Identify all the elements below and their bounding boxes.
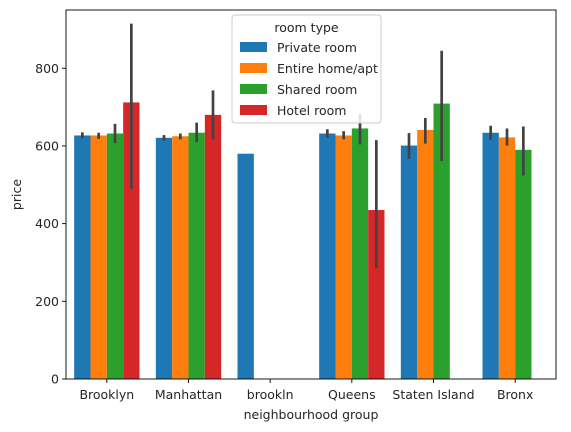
legend-swatch-3: [240, 105, 267, 115]
y-axis-label: price: [9, 179, 24, 210]
legend-entry-2: Shared room: [277, 82, 357, 97]
x-tick-label-2: brookln: [247, 387, 294, 402]
bars-layer: [74, 102, 532, 380]
x-axis-label: neighbourhood group: [244, 407, 379, 422]
bar-1-3: [335, 135, 352, 379]
legend-swatch-1: [240, 63, 267, 73]
error-bars-layer: [80, 23, 525, 269]
legend-entry-0: Private room: [277, 40, 357, 55]
y-tick-label-2: 400: [35, 216, 59, 231]
bar-2-4: [433, 103, 450, 380]
bar-0-1: [155, 137, 173, 379]
legend-swatch-2: [240, 84, 267, 94]
y-tick-label-3: 600: [35, 138, 59, 153]
bar-0-3: [319, 133, 336, 379]
x-tick-label-5: Bronx: [497, 387, 533, 402]
bar-3-3: [368, 210, 385, 379]
x-tick-label-4: Staten Island: [392, 387, 474, 402]
legend: room type Private room Entire home/apt Sha…: [231, 14, 382, 124]
legend-swatch-0: [240, 42, 267, 52]
x-tick-label-0: Brooklyn: [79, 387, 134, 402]
bar-0-5: [482, 132, 499, 379]
y-axis: 0 200 400 600 800: [35, 61, 66, 387]
bar-0-4: [400, 145, 418, 379]
x-tick-label-3: Queens: [328, 387, 376, 402]
legend-title: room type: [274, 20, 339, 35]
y-tick-label-0: 0: [51, 372, 59, 387]
bar-0-2: [237, 153, 254, 379]
bar-2-3: [351, 128, 369, 379]
legend-entry-3: Hotel room: [277, 103, 346, 118]
y-tick-label-1: 200: [35, 294, 59, 309]
bar-0-0: [74, 135, 91, 379]
bar-2-1: [188, 132, 205, 379]
bar-2-5: [515, 149, 532, 379]
legend-box: [231, 14, 382, 124]
y-tick-label-4: 800: [35, 61, 59, 76]
x-tick-label-1: Manhattan: [155, 387, 222, 402]
x-axis: Brooklyn Manhattan brookln Queens Staten Isl…: [79, 379, 533, 402]
bar-3-0: [123, 102, 140, 379]
bar-1-4: [417, 130, 434, 379]
bar-1-0: [90, 135, 107, 379]
legend-entry-1: Entire home/apt: [277, 61, 378, 76]
bar-3-1: [204, 114, 222, 379]
bar-1-5: [498, 137, 516, 379]
bar-1-1: [172, 136, 189, 379]
plot-frame: [65, 9, 557, 380]
bar-2-0: [106, 133, 124, 379]
